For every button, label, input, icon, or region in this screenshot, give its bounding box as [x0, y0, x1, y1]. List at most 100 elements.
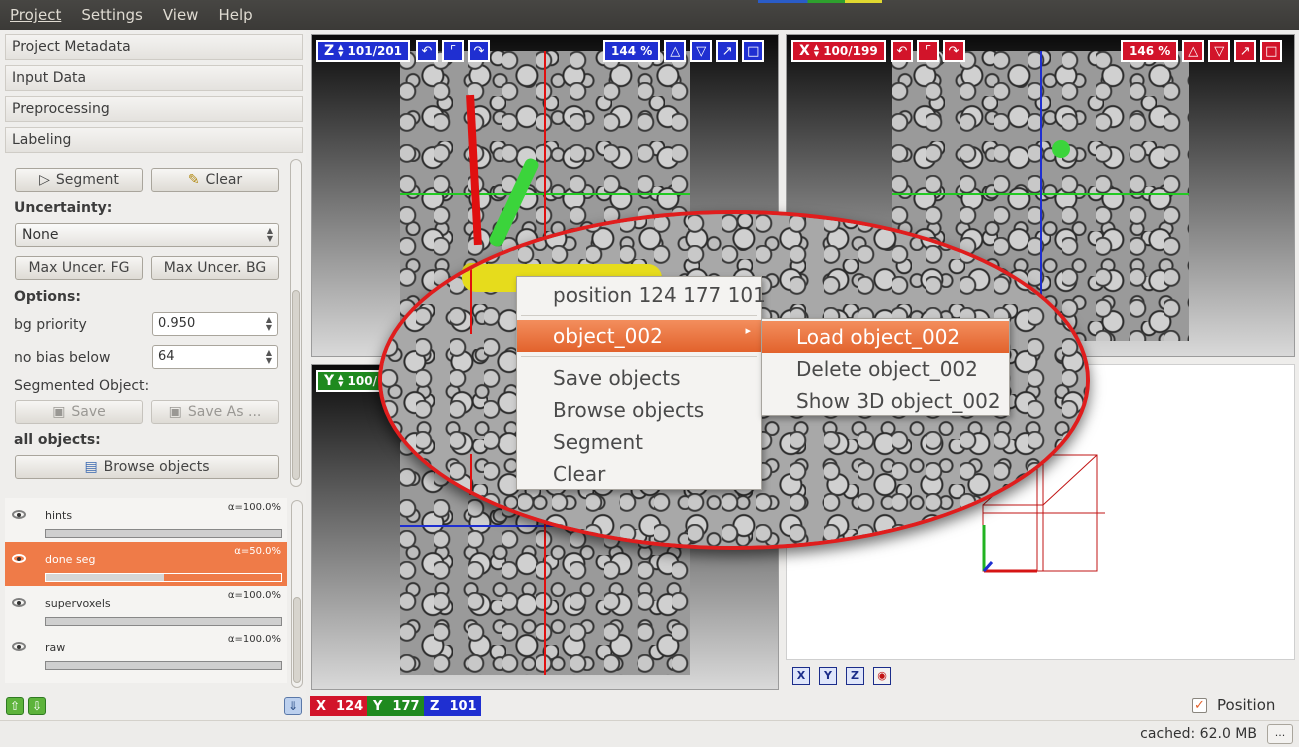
section-labeling[interactable]: Labeling	[5, 127, 303, 153]
zoom-indicator-x[interactable]: 146 %	[1121, 40, 1179, 62]
slice-indicator-z[interactable]: Z ▲ ▼ 101/201	[316, 40, 411, 62]
folder-icon: ▤	[84, 459, 98, 475]
crosshair-vertical	[1040, 51, 1042, 341]
layer-raw[interactable]: raw α=100.0%	[5, 630, 287, 674]
toggle-y-slice-icon[interactable]: Y	[819, 667, 837, 685]
layer-settings-icon[interactable]: ⇓	[284, 697, 302, 715]
zoom-out-icon[interactable]: ▽	[690, 40, 713, 62]
position-toggle[interactable]: ✓ Position	[1192, 696, 1275, 714]
rotate-left-icon[interactable]: ↶	[891, 40, 913, 62]
zoom-in-icon[interactable]: △	[1182, 40, 1205, 62]
eye-icon[interactable]	[12, 598, 26, 607]
slice-indicator-y[interactable]: Y ▲ ▼ 100/	[316, 370, 385, 392]
menu-browse-objects[interactable]: Browse objects	[553, 398, 705, 422]
menu-load-object[interactable]: Load object_002	[762, 321, 1009, 353]
scrollbar-thumb[interactable]	[292, 290, 300, 480]
coordinate-readout: X 124 Y 177 Z 101	[310, 696, 481, 716]
more-button[interactable]: ...	[1267, 724, 1293, 744]
rotate-left-icon[interactable]: ↶	[416, 40, 438, 62]
disk-icon: ▣	[168, 404, 182, 420]
segmented-object-label: Segmented Object:	[14, 378, 150, 394]
spin-arrows-icon: ▲ ▼	[813, 43, 820, 58]
broom-icon: ✎	[187, 172, 200, 188]
anaglyph-3d-icon[interactable]: ◉	[873, 667, 891, 685]
toggle-z-slice-icon[interactable]: Z	[846, 667, 864, 685]
scrollbar-thumb[interactable]	[293, 597, 301, 683]
menu-view[interactable]: View	[162, 6, 199, 24]
menu-settings[interactable]: Settings	[81, 6, 143, 24]
maximize-icon[interactable]: ↗	[716, 40, 739, 62]
menu-object-002[interactable]: object_002 ▸	[517, 320, 761, 352]
context-menu: position 124 177 101 object_002 ▸ Save o…	[516, 276, 766, 490]
zoom-indicator-z[interactable]: 144 %	[603, 40, 661, 62]
max-uncer-bg-button[interactable]: Max Uncer. BG	[151, 256, 279, 280]
eye-icon[interactable]	[12, 554, 26, 563]
panel-scrollbar[interactable]	[290, 159, 302, 487]
label-dot-green	[1052, 140, 1070, 158]
spin-arrows-icon[interactable]: ▲ ▼	[265, 315, 272, 332]
clear-button[interactable]: ✎ Clear	[151, 168, 279, 192]
menubar: Project Settings View Help	[0, 0, 1299, 30]
opacity-bar[interactable]	[45, 573, 282, 582]
layer-list: hints α=100.0% done seg α=50.0% supervox…	[5, 498, 287, 683]
zoom-out-icon[interactable]: ▽	[1208, 40, 1231, 62]
layer-supervoxels[interactable]: supervoxels α=100.0%	[5, 586, 287, 630]
submenu-object-002: Load object_002 Delete object_002 Show 3…	[761, 318, 1010, 416]
fullscreen-icon[interactable]: □	[1260, 40, 1283, 62]
maximize-icon[interactable]: ↗	[1234, 40, 1257, 62]
menu-show-3d-object[interactable]: Show 3D object_002	[796, 389, 1001, 413]
menu-clear[interactable]: Clear	[553, 462, 606, 486]
eye-icon[interactable]	[12, 642, 26, 651]
coord-y: Y 177	[367, 696, 424, 716]
menu-project[interactable]: Project	[10, 6, 62, 24]
labeling-panel: ▷ Segment ✎ Clear Uncertainty: None ▲ ▼ Max…	[5, 157, 303, 487]
spin-arrows-icon: ▲ ▼	[266, 226, 273, 243]
toggle-x-slice-icon[interactable]: X	[792, 667, 810, 685]
swap-axes-icon[interactable]: ⌜	[917, 40, 939, 62]
section-project-metadata[interactable]: Project Metadata	[5, 34, 303, 60]
layer-done-seg[interactable]: done seg α=50.0%	[5, 542, 287, 586]
move-layer-up-icon[interactable]: ⇧	[6, 697, 24, 715]
layer-scrollbar[interactable]	[291, 500, 303, 688]
rotate-right-icon[interactable]: ↷	[468, 40, 490, 62]
crosshair-magnified-lower	[470, 454, 472, 514]
rotate-right-icon[interactable]: ↷	[943, 40, 965, 62]
swap-axes-icon[interactable]: ⌜	[442, 40, 464, 62]
opacity-bar[interactable]	[45, 529, 282, 538]
layer-hints[interactable]: hints α=100.0%	[5, 498, 287, 542]
menu-segment[interactable]: Segment	[553, 430, 643, 454]
section-preprocessing[interactable]: Preprocessing	[5, 96, 303, 122]
fullscreen-icon[interactable]: □	[742, 40, 765, 62]
slice-indicator-x[interactable]: X ▲ ▼ 100/199	[791, 40, 886, 62]
all-objects-label: all objects:	[14, 432, 101, 448]
opacity-bar[interactable]	[45, 661, 282, 670]
system-indicator	[758, 0, 882, 3]
menu-help[interactable]: Help	[218, 6, 253, 24]
menu-save-objects[interactable]: Save objects	[553, 366, 681, 390]
no-bias-label: no bias below	[14, 350, 111, 366]
opacity-bar[interactable]	[45, 617, 282, 626]
options-label: Options:	[14, 289, 81, 305]
uncertainty-select[interactable]: None ▲ ▼	[15, 223, 279, 247]
move-layer-down-icon[interactable]: ⇩	[28, 697, 46, 715]
crosshair-magnified	[470, 254, 472, 334]
disk-icon: ▣	[52, 404, 66, 420]
checkbox-checked-icon[interactable]: ✓	[1192, 697, 1207, 713]
zoom-in-icon[interactable]: △	[664, 40, 687, 62]
save-button[interactable]: ▣ Save	[15, 400, 143, 424]
save-as-button[interactable]: ▣ Save As ...	[151, 400, 279, 424]
no-bias-input[interactable]: 64 ▲ ▼	[152, 345, 278, 369]
segment-button[interactable]: ▷ Segment	[15, 168, 143, 192]
menu-position[interactable]: position 124 177 101	[553, 283, 766, 307]
section-input-data[interactable]: Input Data	[5, 65, 303, 91]
browse-objects-button[interactable]: ▤ Browse objects	[15, 455, 279, 479]
spin-arrows-icon[interactable]: ▲ ▼	[265, 348, 272, 365]
bg-priority-input[interactable]: 0.950 ▲ ▼	[152, 312, 278, 336]
spin-arrows-icon: ▲ ▼	[338, 43, 344, 58]
cache-size: cached: 62.0 MB	[1140, 726, 1257, 742]
eye-icon[interactable]	[12, 510, 26, 519]
max-uncer-fg-button[interactable]: Max Uncer. FG	[15, 256, 143, 280]
play-icon: ▷	[39, 172, 50, 188]
menu-delete-object[interactable]: Delete object_002	[796, 357, 978, 381]
submenu-arrow-icon: ▸	[745, 324, 751, 337]
